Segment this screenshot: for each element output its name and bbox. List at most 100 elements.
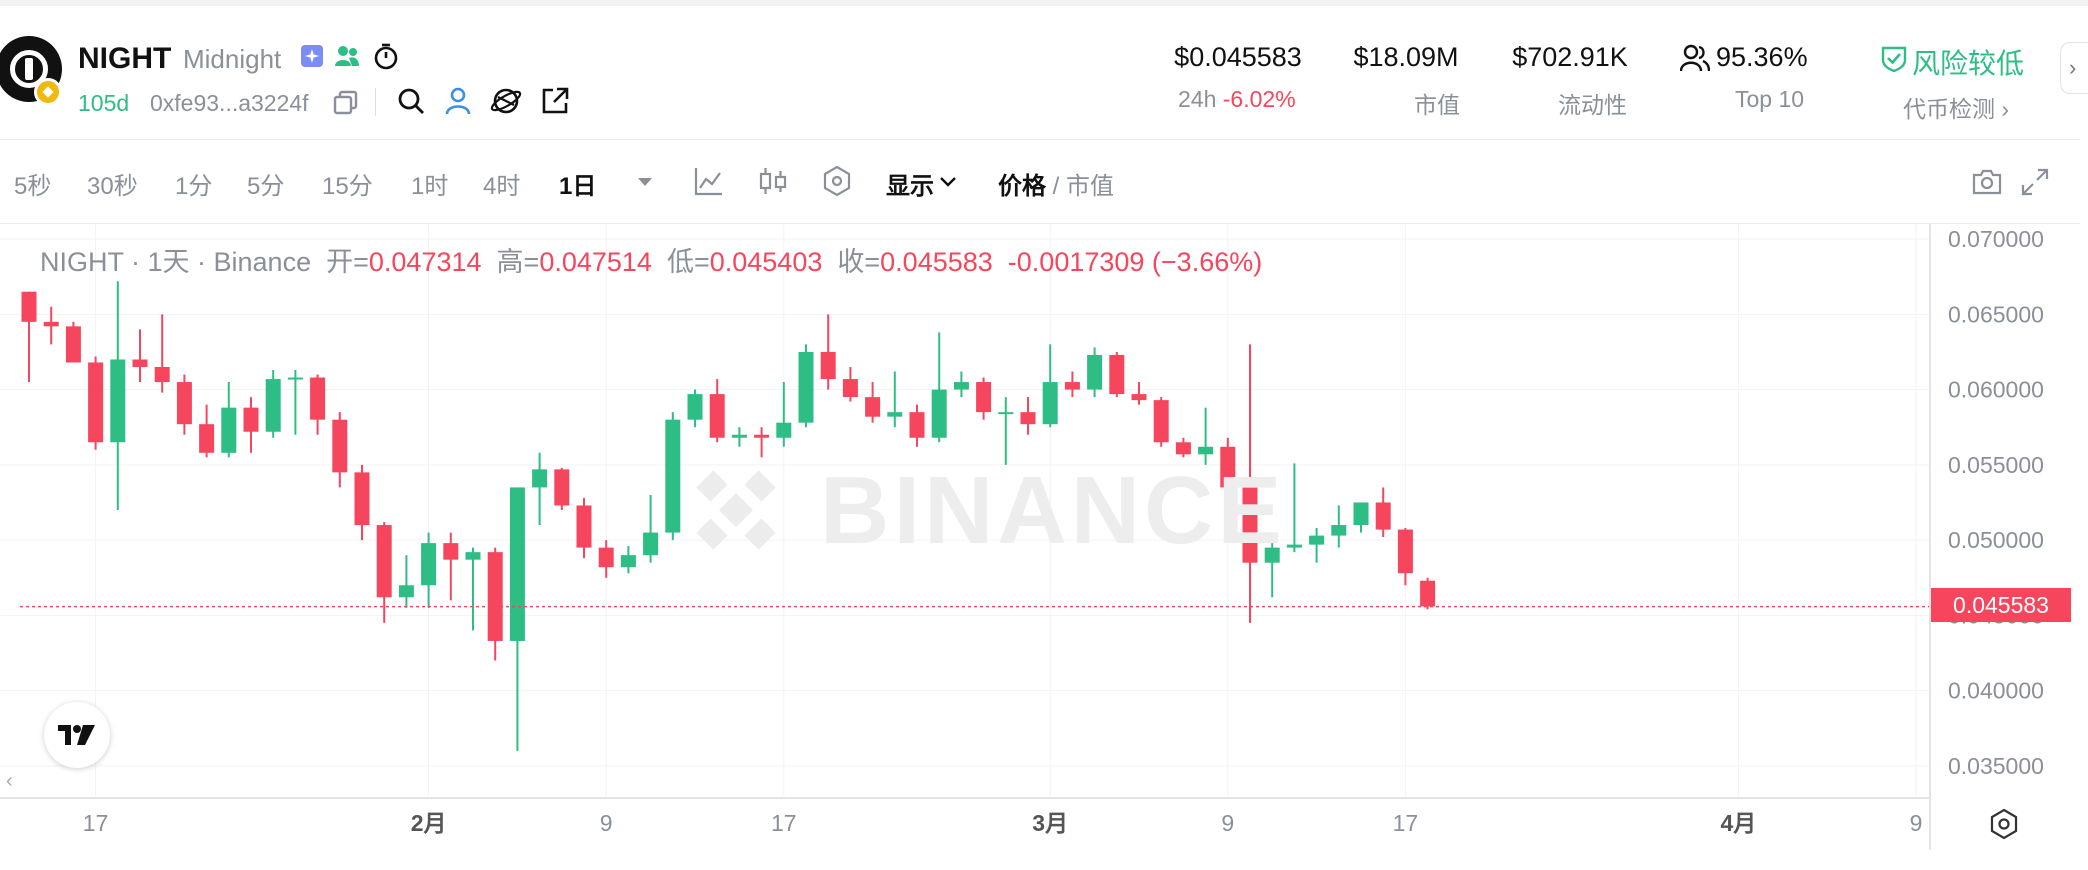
candle-body [1198,446,1214,455]
x-tick-label: 17 [771,810,797,836]
grid-lines [0,224,1930,796]
display-menu[interactable]: 显示 [886,173,934,200]
candle-body [287,377,303,380]
candle-body [1064,382,1080,390]
timeframe-5s[interactable]: 5秒 [14,173,52,200]
candlestick-svg[interactable]: 0.070000 0.065000 0.060000 0.055000 0.050000… [0,224,2080,870]
candle-body [931,389,947,438]
candle-body [1331,525,1347,536]
top10-label: Top 10 [1735,86,1805,112]
candle-body [798,351,814,423]
legend-close-label: 收= [837,247,881,277]
candle-body [643,532,659,556]
timeframe-1m[interactable]: 1分 [175,173,213,200]
legend-high-label: 高= [496,247,540,277]
timeframe-5m[interactable]: 5分 [247,173,285,200]
candle-body [1087,354,1103,390]
candle-body [465,552,481,560]
candle-body [731,434,747,438]
candle-body [1020,412,1036,425]
y-tick-label: 0.065000 [1948,301,2044,327]
y-tick-label: 0.055000 [1948,452,2044,478]
tradingview-logo[interactable] [44,702,110,768]
candle-body [909,412,925,438]
price-change-label: 24h -6.02% [1178,86,1296,113]
price-option[interactable]: 价格 [998,173,1046,200]
candle-body [421,543,437,586]
last-price-tag: 0.045583 [1931,588,2071,622]
candle-body [1042,382,1058,425]
risk-level[interactable]: 风险较低 [1912,48,2025,79]
search-icon[interactable] [396,86,426,116]
globe-icon[interactable] [490,86,522,116]
chart-settings-icon[interactable] [1986,806,2022,842]
x-tick-label: 9 [1910,810,1923,836]
mcap-option[interactable]: / 市值 [1052,173,1115,200]
side-panel-toggle[interactable]: › [2060,42,2088,94]
candle-type-icon[interactable] [756,164,790,198]
candle-body [1264,547,1280,563]
shield-check-icon [1880,44,1908,72]
camera-icon[interactable] [1970,166,2004,198]
logo-bar [25,58,33,80]
candle-body [176,382,192,425]
candle-body [865,397,881,417]
token-age: 105d [78,90,130,116]
y-tick-label: 0.070000 [1948,226,2044,252]
change-period: 24h [1178,86,1217,112]
ai-sparkle-icon[interactable] [300,44,324,68]
candle-body [1286,544,1302,548]
candle-body [1175,442,1191,455]
candle-body [221,407,237,453]
x-tick-label: 9 [600,810,613,836]
candle-body [887,412,903,417]
copy-icon[interactable] [332,88,360,116]
legend-change: -0.0017309 (−3.66%) [1007,247,1263,277]
market-cap-value: $18.09M [1353,42,1459,72]
candle-body [576,505,592,548]
scroll-left-icon[interactable]: ‹ [6,770,13,792]
token-name: Midnight [183,44,282,74]
candle-body [487,552,503,641]
token-header: NIGHT Midnight 105d 0xfe93...a3224f $0.0… [0,6,2088,140]
candle-body [820,351,836,380]
legend-high: 0.047514 [539,247,652,277]
user-icon[interactable] [444,86,472,116]
fullscreen-icon[interactable] [2018,166,2052,198]
divider [375,88,376,116]
candle-body [199,424,215,453]
timeframe-1h[interactable]: 1时 [411,173,449,200]
candle-body [754,434,770,438]
watermark-text: BINANCE [820,457,1286,564]
candle-body [532,469,548,488]
axes: 0.070000 0.065000 0.060000 0.055000 0.050000… [0,224,2044,850]
contract-address: 0xfe93...a3224f [150,90,309,116]
token-check-link[interactable]: 代币检测 › [1903,96,2010,122]
timeframe-30s[interactable]: 30秒 [87,173,138,200]
x-tick-label: 2月 [411,810,447,836]
price-mcap-toggle[interactable]: 价格 / 市值 [998,166,1114,201]
price-chart[interactable]: 0.070000 0.065000 0.060000 0.055000 0.050000… [0,224,2080,870]
y-tick-label: 0.040000 [1948,678,2044,704]
candle-body [709,394,725,438]
timeframe-dropdown-icon[interactable] [634,172,656,192]
timeframe-15m[interactable]: 15分 [322,173,373,200]
x-tick-label: 3月 [1032,810,1068,836]
indicators-icon[interactable] [820,164,854,198]
chevron-down-icon[interactable] [938,172,958,192]
candle-body [1353,502,1369,526]
liquidity-value: $702.91K [1512,42,1628,72]
candle-body [598,547,614,568]
watermark-logo [696,470,776,550]
timeframe-4h[interactable]: 4时 [483,173,521,200]
top10-holders-pct: 95.36% [1716,42,1808,72]
line-chart-icon[interactable] [692,164,726,198]
timer-icon[interactable] [372,42,400,70]
market-cap-label: 市值 [1414,92,1460,118]
external-link-icon[interactable] [540,86,570,116]
candle-body [310,377,326,420]
community-icon[interactable] [334,44,360,68]
legend-open-label: 开= [326,247,369,277]
change-value: -6.02% [1222,86,1296,112]
timeframe-1d[interactable]: 1日 [559,173,597,200]
